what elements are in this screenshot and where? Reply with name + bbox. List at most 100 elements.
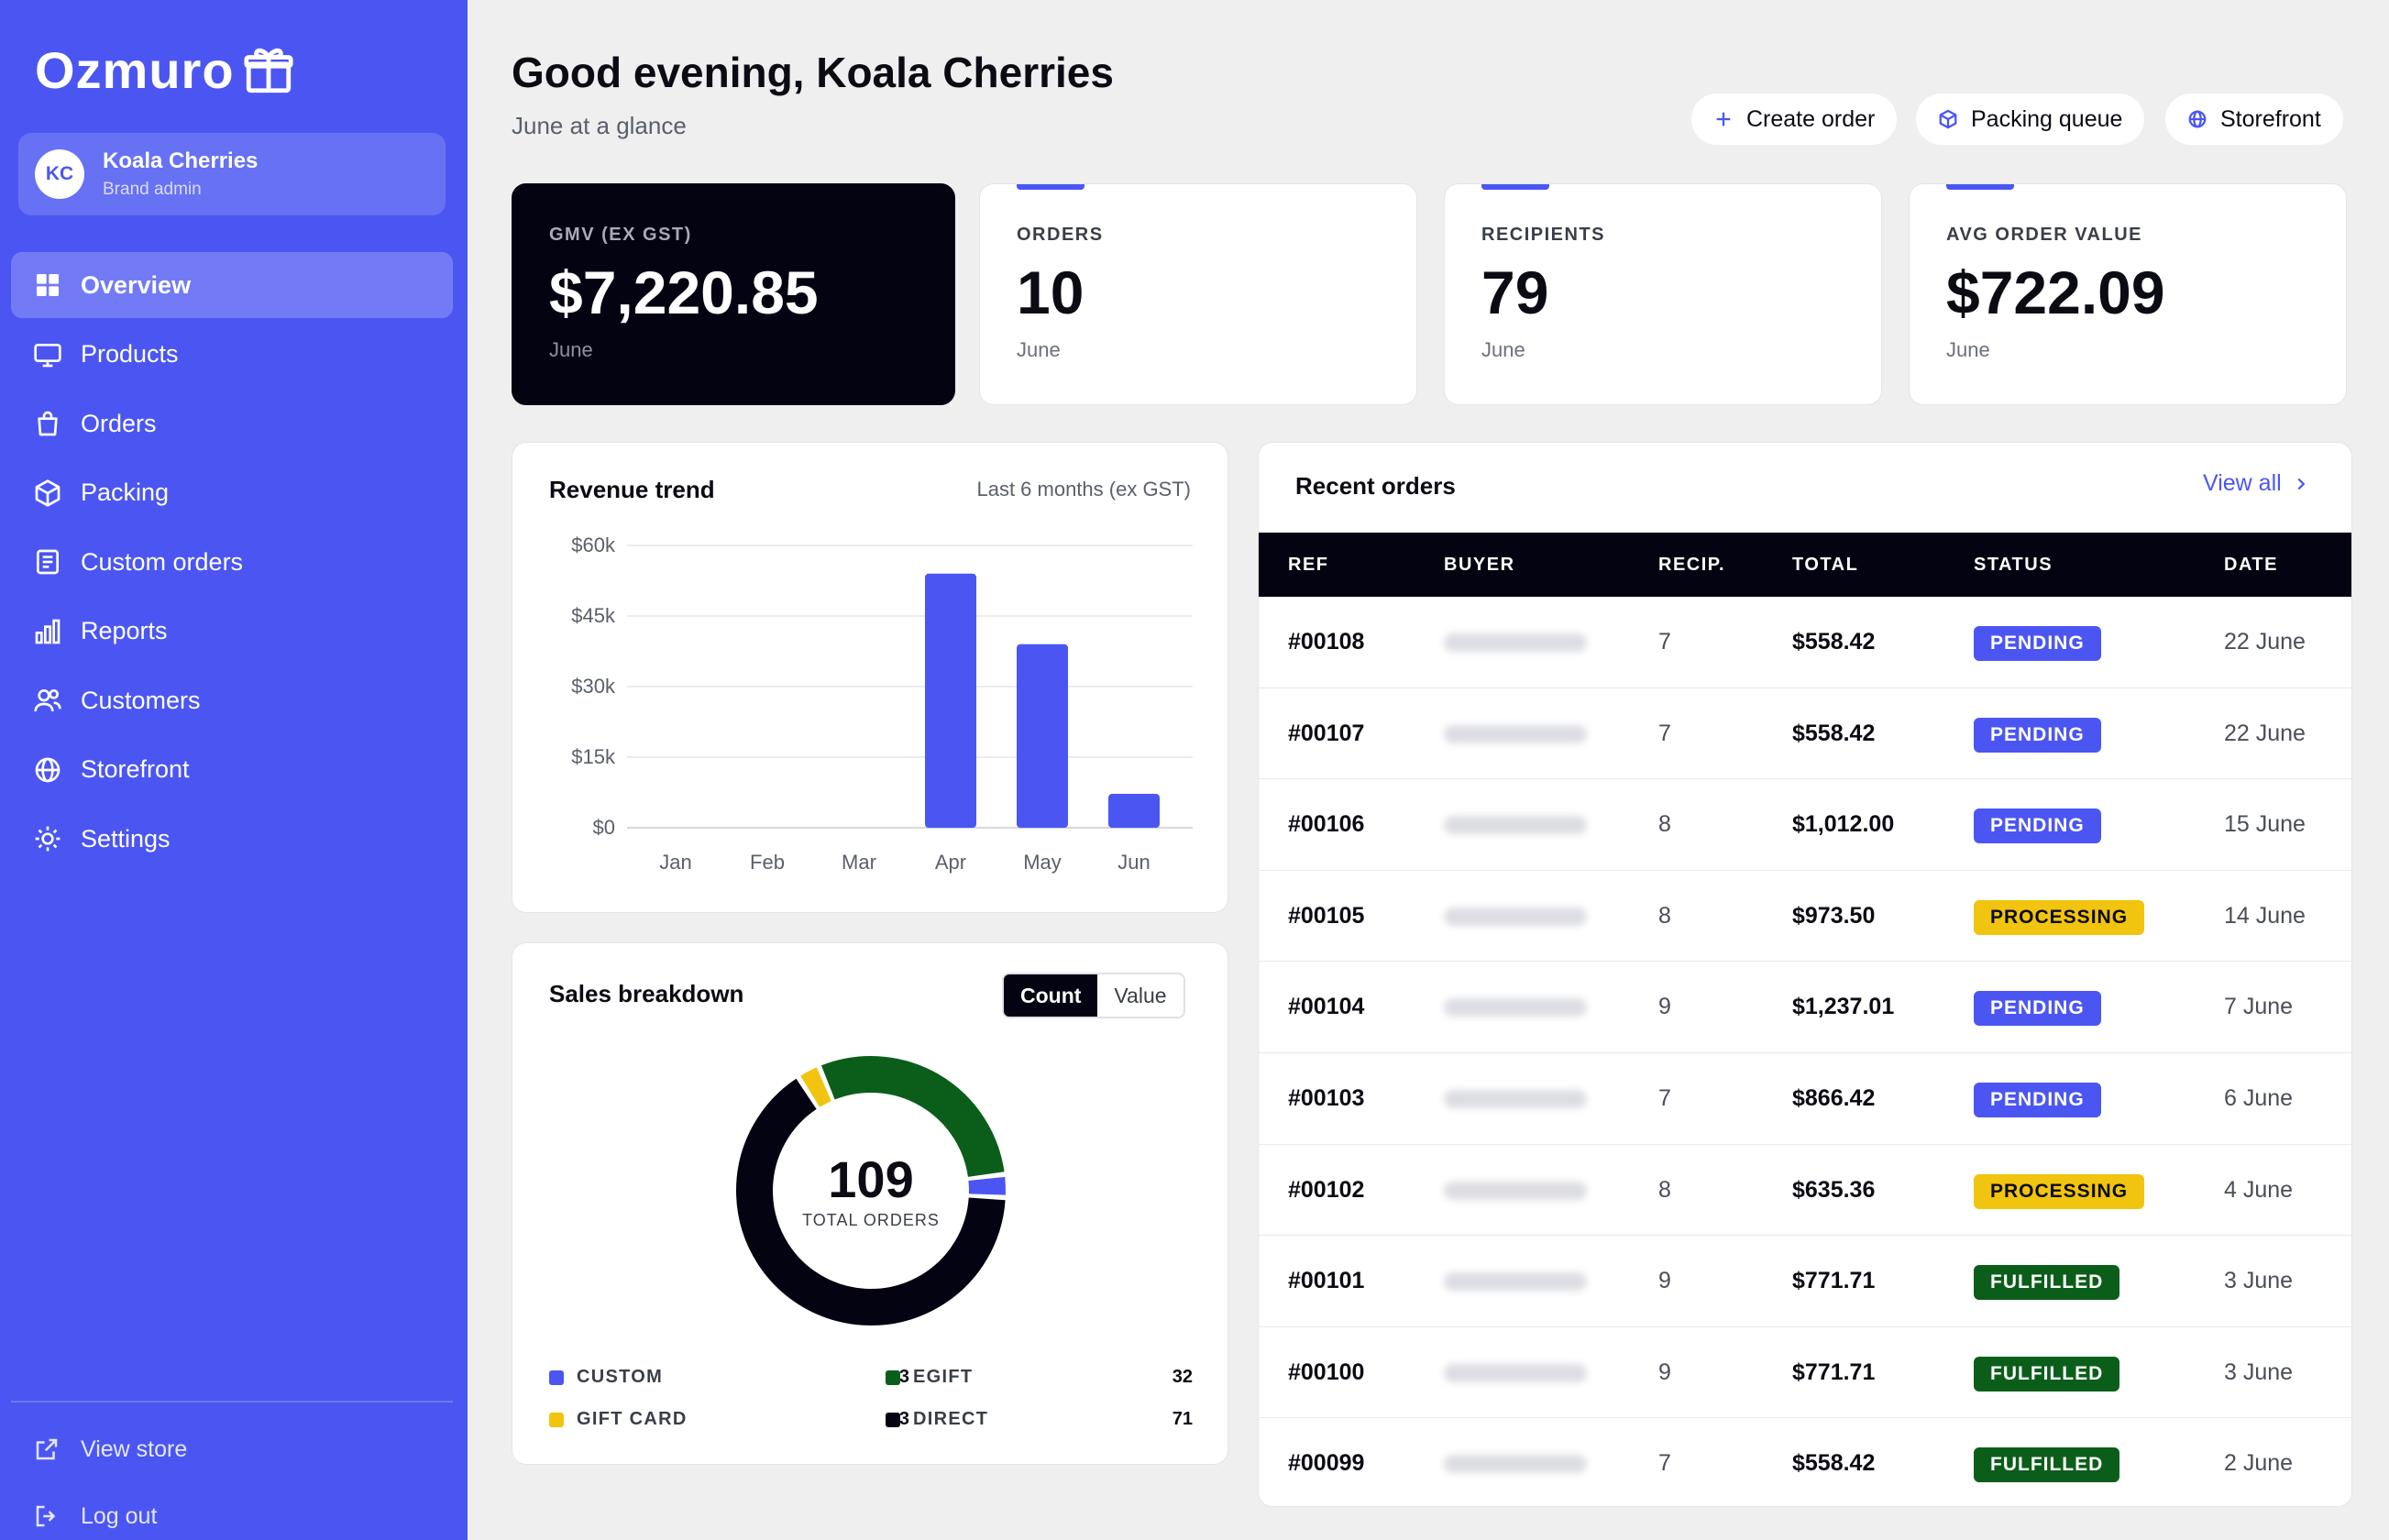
column-header-date[interactable]: DATE <box>2224 555 2278 575</box>
table-row[interactable]: #00101 9 $771.71 FULFILLED 3 June <box>1259 1236 2351 1327</box>
order-recipients: 7 <box>1658 629 1671 654</box>
stat-card-orders: ORDERS 10 June <box>979 183 1417 405</box>
y-tick-label: $30k <box>571 675 616 698</box>
bar-apr[interactable] <box>925 573 976 828</box>
globe-icon <box>2188 110 2207 128</box>
table-row[interactable]: #00106 8 $1,012.00 PENDING 15 June <box>1259 779 2351 871</box>
table-row[interactable]: #00102 8 $635.36 PROCESSING 4 June <box>1259 1145 2351 1237</box>
slice-custom[interactable] <box>968 1176 1006 1195</box>
x-tick-label: Feb <box>750 851 785 874</box>
table-row[interactable]: #00107 7 $558.42 PENDING 22 June <box>1259 688 2351 780</box>
sidebar-item-orders[interactable]: Orders <box>11 390 453 456</box>
user-card[interactable]: KC Koala Cherries Brand admin <box>18 133 446 215</box>
sidebar-item-custom-orders[interactable]: Custom orders <box>11 529 453 595</box>
order-total: $558.42 <box>1792 1450 1876 1477</box>
stat-label: ORDERS <box>1017 225 1104 245</box>
order-recipients: 9 <box>1658 1268 1671 1294</box>
order-ref[interactable]: #00108 <box>1288 629 1365 654</box>
order-recipients: 8 <box>1658 902 1671 929</box>
order-total: $635.36 <box>1792 1176 1876 1203</box>
table-row[interactable]: #00104 9 $1,237.01 PENDING 7 June <box>1259 962 2351 1053</box>
stat-card-avg-order-value: AVG ORDER VALUE $722.09 June <box>1909 183 2347 405</box>
legend-label: GIFT CARD <box>577 1409 688 1429</box>
order-recipients: 8 <box>1658 811 1671 838</box>
view-store-label: View store <box>81 1436 188 1462</box>
packing-queue-button[interactable]: Packing queue <box>1916 94 2145 145</box>
column-header-total[interactable]: TOTAL <box>1792 555 1859 575</box>
buyer-name-redacted <box>1444 907 1587 926</box>
sidebar-divider <box>11 1401 453 1402</box>
stat-period: June <box>1946 338 1990 361</box>
order-total: $558.42 <box>1792 720 1876 746</box>
order-total: $866.42 <box>1792 1085 1876 1111</box>
order-ref[interactable]: #00101 <box>1288 1268 1365 1294</box>
column-header-recip[interactable]: RECIP. <box>1658 555 1726 575</box>
order-date: 3 June <box>2224 1358 2294 1385</box>
order-ref[interactable]: #00102 <box>1288 1176 1365 1203</box>
order-ref[interactable]: #00103 <box>1288 1085 1365 1111</box>
status-badge: FULFILLED <box>1974 1265 2120 1301</box>
slice-direct[interactable] <box>736 1078 1006 1326</box>
y-tick-label: $15k <box>571 745 616 768</box>
order-ref[interactable]: #00107 <box>1288 720 1365 746</box>
sidebar-item-label: Storefront <box>81 755 190 783</box>
create-order-button[interactable]: Create order <box>1691 94 1898 145</box>
sidebar-item-label: Packing <box>81 478 170 506</box>
sidebar-item-reports[interactable]: Reports <box>11 599 453 665</box>
sidebar-item-label: Customers <box>81 686 201 714</box>
sidebar-item-settings[interactable]: Settings <box>11 806 453 872</box>
buyer-name-redacted <box>1444 998 1587 1018</box>
card-accent <box>1946 184 2014 190</box>
order-total: $973.50 <box>1792 902 1876 929</box>
stat-value: $722.09 <box>1946 258 2165 326</box>
x-tick-label: Mar <box>842 851 876 874</box>
order-ref[interactable]: #00104 <box>1288 994 1365 1020</box>
bar-jun[interactable] <box>1108 794 1160 828</box>
x-tick-label: Jun <box>1117 851 1150 874</box>
sidebar-item-packing[interactable]: Packing <box>11 460 453 526</box>
storefront-button[interactable]: Storefront <box>2165 94 2343 145</box>
sidebar-item-customers[interactable]: Customers <box>11 667 453 733</box>
order-total: $1,012.00 <box>1792 811 1895 838</box>
stat-label: RECIPIENTS <box>1481 225 1606 245</box>
recent-orders-title: Recent orders <box>1295 472 1456 500</box>
column-header-buyer[interactable]: BUYER <box>1444 555 1515 575</box>
order-date: 6 June <box>2224 1085 2294 1111</box>
table-row[interactable]: #00100 9 $771.71 FULFILLED 3 June <box>1259 1327 2351 1419</box>
sidebar-item-storefront[interactable]: Storefront <box>11 737 453 803</box>
order-date: 15 June <box>2224 811 2306 838</box>
legend-label: DIRECT <box>913 1409 989 1429</box>
order-ref[interactable]: #00106 <box>1288 811 1365 838</box>
toggle-count[interactable]: Count <box>1004 974 1098 1017</box>
count-value-toggle: Count Value <box>1002 973 1185 1018</box>
toggle-value[interactable]: Value <box>1114 983 1167 1007</box>
table-row[interactable]: #00099 7 $558.42 FULFILLED 2 June <box>1259 1418 2351 1506</box>
table-row[interactable]: #00105 8 $973.50 PROCESSING 14 June <box>1259 871 2351 962</box>
sales-donut-chart <box>736 1056 1006 1326</box>
brand-logo[interactable]: Ozmuro <box>35 40 295 100</box>
slice-egift[interactable] <box>820 1056 1005 1178</box>
slice-gift-card[interactable] <box>800 1067 832 1107</box>
bar-may[interactable] <box>1017 644 1068 828</box>
table-row[interactable]: #00103 7 $866.42 PENDING 6 June <box>1259 1053 2351 1145</box>
view-store-link[interactable]: View store <box>11 1422 453 1477</box>
legend-swatch <box>549 1412 564 1427</box>
buyer-name-redacted <box>1444 1090 1587 1108</box>
x-tick-label: May <box>1023 851 1062 874</box>
view-all-link[interactable]: View all <box>2203 470 2311 497</box>
log-out-link[interactable]: Log out <box>11 1489 453 1540</box>
order-ref[interactable]: #00099 <box>1288 1450 1365 1477</box>
status-badge: PENDING <box>1974 808 2101 844</box>
sidebar-item-products[interactable]: Products <box>11 322 453 388</box>
column-header-ref[interactable]: REF <box>1288 555 1329 575</box>
order-recipients: 7 <box>1658 1450 1671 1477</box>
column-header-status[interactable]: STATUS <box>1974 555 2053 575</box>
sidebar-item-overview[interactable]: Overview <box>11 252 453 318</box>
status-badge: PENDING <box>1974 1083 2101 1117</box>
order-ref[interactable]: #00100 <box>1288 1358 1365 1385</box>
order-ref[interactable]: #00105 <box>1288 902 1365 929</box>
table-row[interactable]: #00108 7 $558.42 PENDING 22 June <box>1259 597 2351 688</box>
box-icon <box>1939 109 1957 129</box>
buyer-name-redacted <box>1444 1455 1587 1474</box>
recent-orders-panel: Recent orders View all REF BUYER RECIP. … <box>1258 442 2352 1507</box>
